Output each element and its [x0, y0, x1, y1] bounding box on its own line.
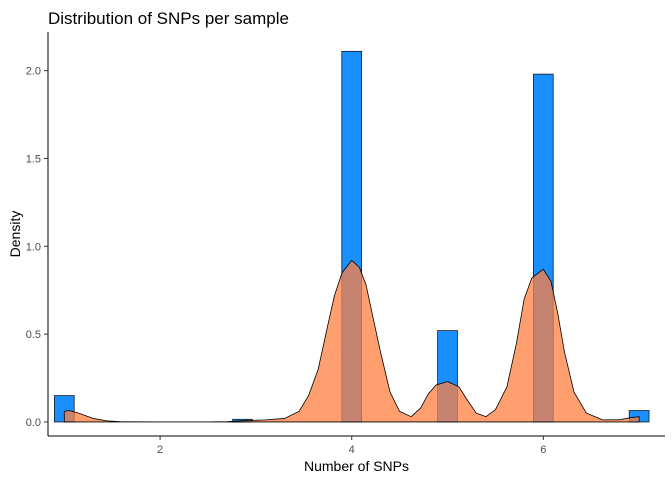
x-axis-title: Number of SNPs	[304, 458, 409, 474]
chart-title: Distribution of SNPs per sample	[48, 9, 289, 28]
x-tick-label: 6	[540, 444, 546, 456]
y-axis-ticks: 0.0 0.5 1.0 1.5 2.0	[26, 66, 48, 429]
y-tick-label: 1.5	[26, 153, 41, 165]
x-tick-label: 2	[157, 444, 163, 456]
density-curve	[63, 259, 640, 423]
y-tick-label: 0.0	[26, 417, 41, 429]
x-axis-ticks: 2 4 6	[157, 436, 546, 456]
y-tick-label: 2.0	[26, 66, 41, 78]
y-tick-label: 1.0	[26, 241, 41, 253]
y-tick-label: 0.5	[26, 329, 41, 341]
x-tick-label: 4	[349, 444, 355, 456]
y-axis-title: Density	[7, 211, 23, 258]
plot-area	[53, 50, 650, 423]
